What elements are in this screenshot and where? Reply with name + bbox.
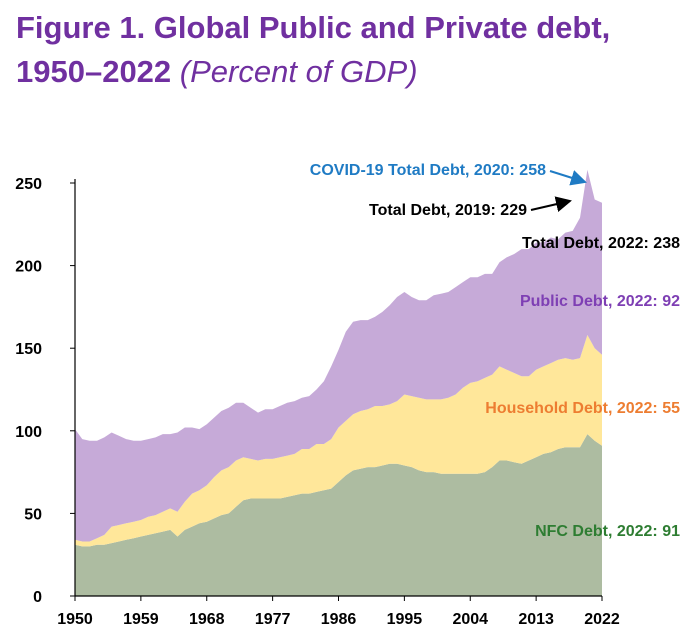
household-debt-area xyxy=(75,335,602,547)
covid-total-debt-label: COVID-19 Total Debt, 2020: 258 xyxy=(310,162,546,179)
x-tick-label: 2022 xyxy=(584,611,620,628)
y-tick-label: 50 xyxy=(24,506,42,523)
title-line2: 1950–2022 xyxy=(16,54,172,89)
annotations: COVID-19 Total Debt, 2020: 258 Total Debt… xyxy=(310,162,680,540)
x-tick-label: 1968 xyxy=(189,611,225,628)
x-tick-label: 1986 xyxy=(321,611,357,628)
x-tick-label: 1950 xyxy=(57,611,93,628)
y-tick-label: 200 xyxy=(15,259,42,276)
x-tick-label: 1977 xyxy=(255,611,291,628)
x-tick-label: 2004 xyxy=(452,611,488,628)
nfc-debt-area xyxy=(75,434,602,596)
chart-subtitle: (Percent of GDP) xyxy=(179,54,418,89)
title-line1: Figure 1. Global Public and Private debt… xyxy=(16,10,611,45)
y-tick-label: 0 xyxy=(33,589,42,606)
household-debt-label: Household Debt, 2022: 55 xyxy=(485,400,680,417)
x-tick-label: 1995 xyxy=(387,611,423,628)
y-tick-label: 150 xyxy=(15,341,42,358)
chart-title: Figure 1. Global Public and Private debt… xyxy=(16,6,686,94)
area-layers xyxy=(75,169,602,596)
public-debt-label: Public Debt, 2022: 92 xyxy=(520,293,680,310)
total-debt-2022-label: Total Debt, 2022: 238 xyxy=(522,235,680,252)
y-tick-label: 250 xyxy=(15,176,42,193)
x-tick-label: 1959 xyxy=(123,611,159,628)
x-tick-label: 2013 xyxy=(518,611,554,628)
public-debt-area xyxy=(75,169,602,542)
covid-arrow xyxy=(549,170,587,186)
y-tick-label: 100 xyxy=(15,424,42,441)
total-debt-2019-label: Total Debt, 2019: 229 xyxy=(369,202,527,219)
total-2019-arrow xyxy=(530,196,572,212)
nfc-debt-label: NFC Debt, 2022: 91 xyxy=(535,523,680,540)
axes: 0 50 100 150 200 250 1950 1959 1968 1977 1986 1995 2… xyxy=(15,176,620,628)
